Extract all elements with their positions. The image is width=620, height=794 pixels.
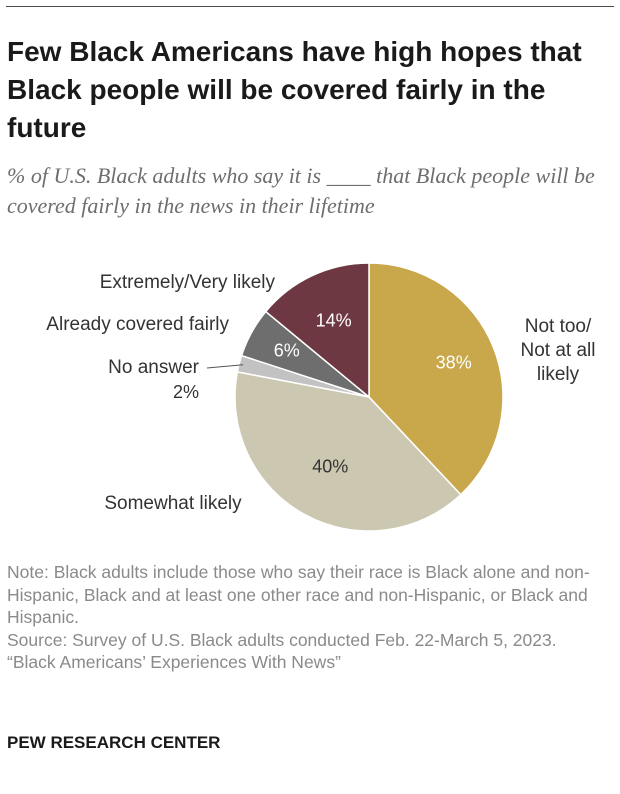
value-label-0: 38% — [436, 352, 472, 372]
category-label-2: No answer — [108, 357, 199, 378]
pie-slices — [234, 262, 504, 532]
brand-logo-text: PEW RESEARCH CENTER — [7, 733, 221, 752]
category-label-1: Somewhat likely — [104, 493, 242, 514]
pie-slice-4 — [264, 262, 370, 399]
leader-lines — [206, 364, 244, 369]
category-labels: Not too/Not at all likely Somewhat likely N… — [46, 272, 595, 514]
category-label-0: Not too/Not at all likely — [521, 316, 596, 385]
pie-slice-1 — [234, 371, 462, 532]
source-text: Source: Survey of U.S. Black adults cond… — [7, 629, 557, 650]
value-label-4: 14% — [316, 311, 352, 331]
top-rule — [6, 6, 614, 7]
category-label-line: Not at all — [521, 340, 596, 361]
category-label-line: No answer — [108, 357, 199, 378]
category-label-line: Somewhat likely — [104, 493, 242, 514]
note-text: Note: Black adults include those who say… — [7, 562, 590, 627]
pie-chart: 38% 40% 2% 6% 14% Not too/Not at all likely So… — [46, 262, 595, 532]
value-label-2: 2% — [173, 382, 199, 402]
pie-slice-0 — [368, 262, 504, 496]
report-title: “Black Americans’ Experiences With News” — [7, 652, 341, 672]
category-label-line: Already covered fairly — [46, 314, 229, 335]
value-labels: 38% 40% 2% 6% 14% — [173, 311, 472, 477]
footnotes: Note: Black adults include those who say… — [7, 561, 613, 674]
value-label-3: 6% — [274, 341, 300, 361]
leader-line-2 — [206, 364, 244, 369]
category-label-3: Already covered fairly — [46, 314, 229, 335]
category-label-line: likely — [537, 364, 580, 385]
value-label-1: 40% — [312, 456, 348, 476]
chart-title: Few Black Americans have high hopes that… — [7, 36, 582, 143]
category-label-4: Extremely/Very likely — [100, 272, 276, 293]
category-label-line: Extremely/Very likely — [100, 272, 276, 293]
chart-subtitle: % of U.S. Black adults who say it is ___… — [7, 163, 595, 218]
category-label-line: Not too/ — [525, 316, 592, 337]
